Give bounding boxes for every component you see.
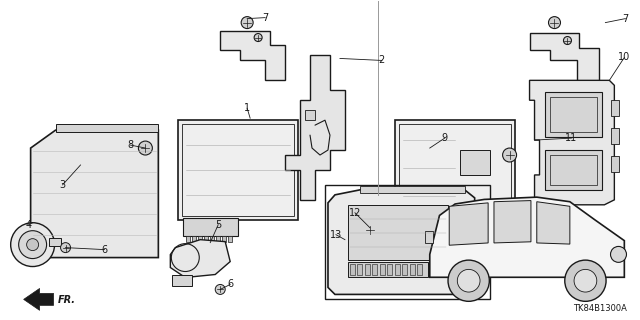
Text: 7: 7	[622, 14, 628, 24]
Bar	[417, 264, 422, 276]
Circle shape	[454, 267, 465, 276]
Bar	[403, 241, 407, 247]
Polygon shape	[220, 31, 285, 80]
Circle shape	[11, 223, 54, 267]
Circle shape	[548, 17, 561, 28]
Text: 13: 13	[330, 230, 342, 240]
Bar	[445, 241, 449, 247]
Polygon shape	[285, 55, 345, 200]
Bar	[350, 264, 355, 276]
Bar	[198, 236, 202, 242]
Bar	[210, 236, 214, 242]
Bar	[433, 241, 436, 247]
Circle shape	[563, 36, 572, 44]
Polygon shape	[529, 33, 600, 85]
Bar	[348, 261, 428, 277]
Polygon shape	[494, 201, 531, 243]
Bar	[56, 124, 158, 132]
Circle shape	[611, 246, 627, 262]
Bar	[216, 236, 220, 242]
Text: 9: 9	[442, 133, 448, 143]
Bar	[611, 128, 620, 144]
Bar	[179, 120, 298, 220]
Circle shape	[458, 269, 480, 292]
Text: FR.: FR.	[58, 295, 76, 305]
Text: 10: 10	[618, 52, 630, 62]
Bar	[228, 236, 232, 242]
Bar	[550, 155, 597, 185]
Text: 1: 1	[244, 103, 250, 113]
Bar	[409, 241, 413, 247]
Bar	[425, 231, 433, 244]
Text: 6: 6	[101, 244, 108, 255]
Circle shape	[363, 223, 377, 237]
Bar	[49, 238, 61, 246]
Bar	[357, 264, 362, 276]
Bar	[305, 110, 315, 120]
Text: 8: 8	[127, 140, 134, 150]
Bar	[372, 264, 378, 276]
Bar	[222, 236, 226, 242]
Bar	[348, 205, 448, 260]
Bar	[545, 150, 602, 190]
Bar	[415, 241, 419, 247]
Polygon shape	[328, 190, 475, 294]
Text: 2: 2	[379, 55, 385, 65]
Bar	[183, 218, 238, 236]
Polygon shape	[529, 80, 614, 205]
Text: 3: 3	[60, 180, 66, 190]
Circle shape	[448, 260, 490, 301]
Bar	[403, 264, 407, 276]
Bar	[427, 241, 431, 247]
Bar	[395, 264, 400, 276]
Bar	[400, 223, 454, 241]
Bar	[182, 124, 294, 216]
Bar	[192, 236, 196, 242]
Bar	[460, 150, 490, 175]
Polygon shape	[170, 240, 230, 277]
Bar	[204, 236, 208, 242]
Bar	[395, 120, 515, 225]
Text: 6: 6	[227, 279, 233, 290]
Polygon shape	[449, 203, 488, 245]
Bar	[420, 241, 425, 247]
Circle shape	[241, 17, 253, 28]
Bar	[186, 236, 190, 242]
Text: 4: 4	[26, 220, 32, 230]
Bar	[172, 275, 192, 286]
Bar	[399, 124, 511, 221]
Circle shape	[574, 269, 596, 292]
Bar	[380, 264, 385, 276]
Bar	[439, 241, 443, 247]
Circle shape	[61, 243, 70, 252]
Circle shape	[215, 284, 225, 294]
Polygon shape	[430, 197, 625, 277]
Text: TK84B1300A: TK84B1300A	[573, 304, 627, 313]
Text: 5: 5	[215, 220, 221, 230]
Polygon shape	[24, 288, 54, 310]
Bar	[387, 264, 392, 276]
Circle shape	[564, 260, 606, 301]
Circle shape	[19, 231, 47, 259]
Text: 11: 11	[565, 133, 577, 143]
Bar	[365, 264, 370, 276]
Circle shape	[502, 148, 516, 162]
Bar	[550, 97, 597, 132]
Bar	[611, 156, 620, 172]
Bar	[410, 264, 415, 276]
Text: 7: 7	[262, 12, 268, 23]
Circle shape	[254, 34, 262, 42]
Bar	[545, 92, 602, 137]
Bar	[360, 186, 465, 193]
Bar	[325, 185, 490, 300]
Polygon shape	[31, 130, 158, 258]
Polygon shape	[537, 202, 570, 244]
Text: 12: 12	[349, 208, 361, 218]
Circle shape	[27, 239, 38, 251]
Circle shape	[138, 141, 152, 155]
Bar	[611, 100, 620, 116]
